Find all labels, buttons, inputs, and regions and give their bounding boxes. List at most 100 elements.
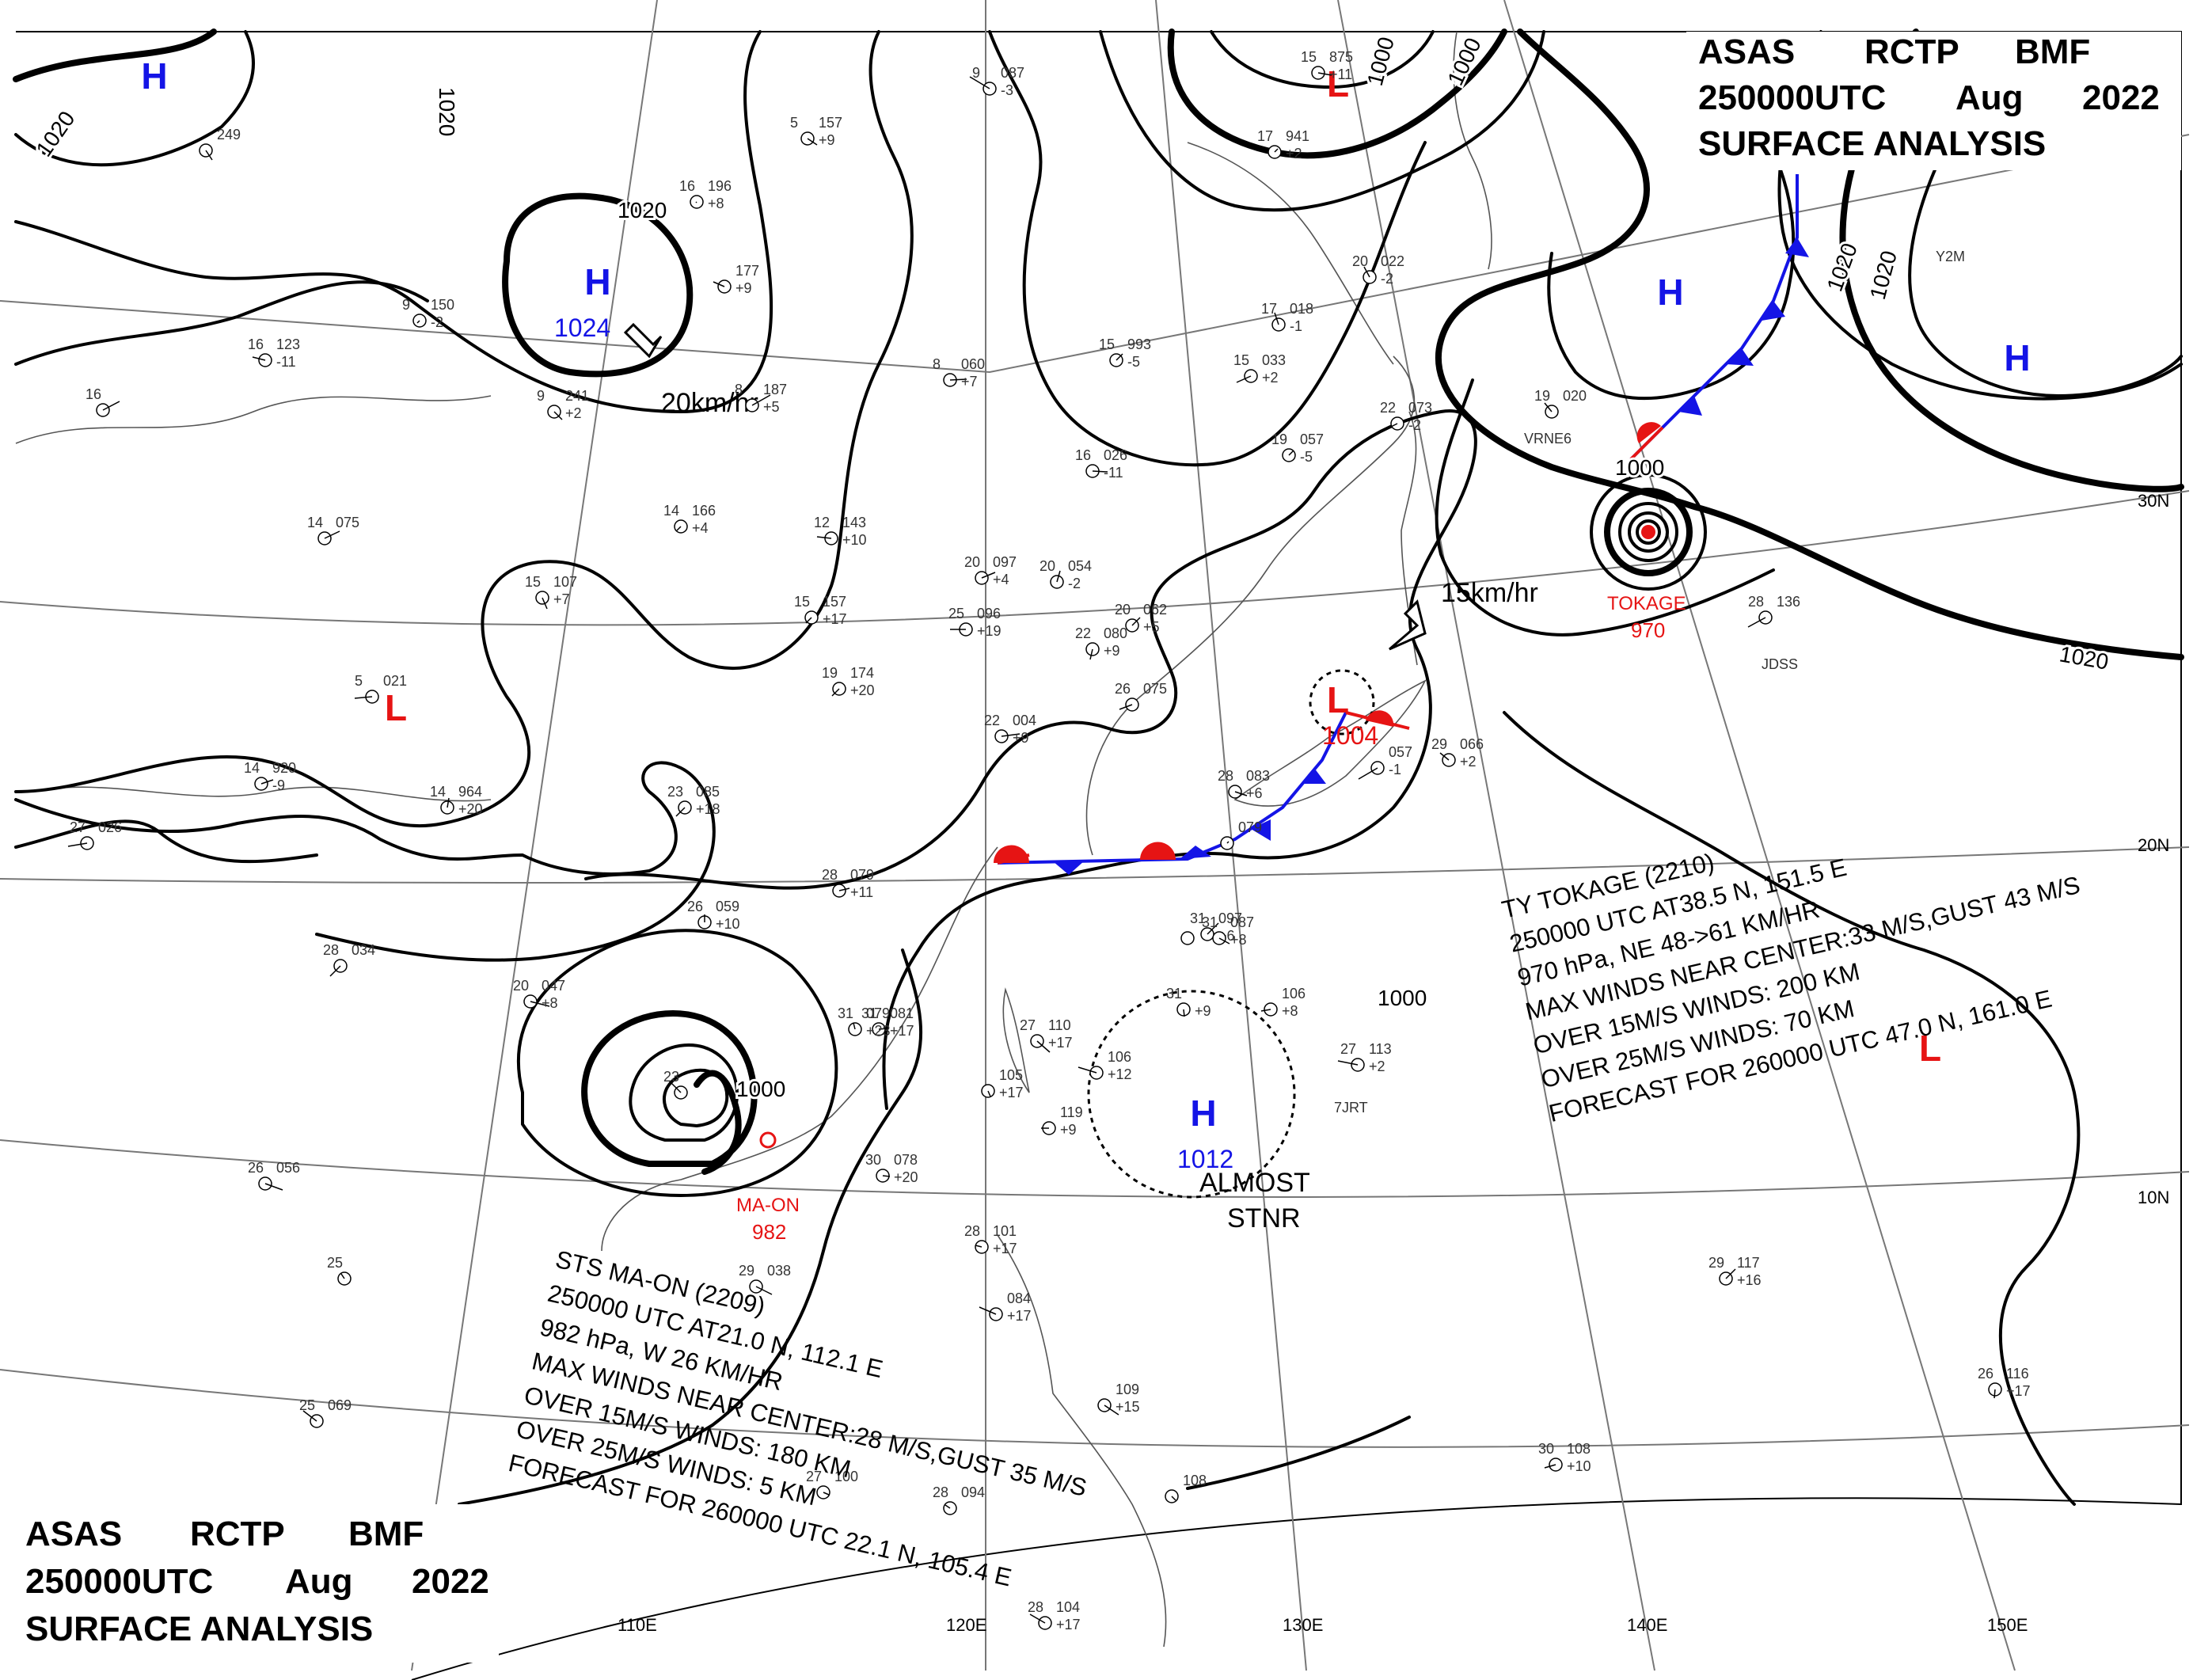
isobar-value-label: 1020 — [618, 198, 667, 222]
tokage-cf-triangle-3 — [1762, 301, 1785, 321]
station-plot: 28 079+11 — [822, 867, 874, 900]
station-temperature: 8 — [933, 356, 941, 372]
station-pressure: 021 — [383, 673, 407, 689]
station-plot: 9 150-2 — [402, 297, 454, 330]
isobar-1000-okhotsk-inner — [1167, 29, 1507, 159]
station-pressure: 108 — [1183, 1473, 1207, 1488]
station-plot: 28 083+6 — [1218, 768, 1270, 801]
station-plot: 28 101 +17 — [964, 1223, 1017, 1256]
station-pressure: 143 — [842, 515, 866, 530]
wind-barb-icon — [969, 76, 990, 89]
isobar-1020-east — [1435, 29, 2184, 660]
wind-barb-icon — [1317, 72, 1332, 76]
wind-barb-icon — [1544, 1464, 1556, 1469]
station-plot: 16 — [86, 386, 120, 417]
station-plot: 14 075 — [307, 515, 359, 545]
l-south-japan-value: 1004 — [1322, 721, 1378, 750]
station-pressure: 110 — [1048, 1017, 1071, 1033]
station-tendency: +9 — [1195, 1003, 1211, 1019]
wind-barb-icon — [447, 797, 450, 808]
wind-barb-icon — [1337, 1060, 1359, 1066]
wind-barb-icon — [329, 965, 341, 977]
wind-barb-icon — [1288, 450, 1294, 456]
station-temperature: 5 — [790, 115, 798, 131]
station-pressure: 022 — [1381, 253, 1404, 269]
header-bottom-year: 2022 — [412, 1562, 489, 1601]
header-top-time: 250000UTC — [1698, 78, 1886, 117]
wind-barb-icon — [260, 779, 274, 785]
station-temperature: 23 — [667, 784, 683, 800]
maon-pressure: 982 — [752, 1220, 786, 1244]
station-tendency: -11 — [276, 354, 296, 370]
station-pressure: 080 — [1104, 625, 1127, 641]
wind-barb-icon — [838, 888, 850, 891]
header-top-title: SURFACE ANALYSIS — [1698, 124, 2046, 163]
station-plot: 29 038 — [739, 1263, 791, 1295]
station-pressure: 087 — [1001, 65, 1024, 81]
station-pressure: 157 — [819, 115, 842, 131]
meridian-150e — [1503, 0, 2016, 1671]
station-callsign: Y2M — [1936, 249, 1965, 264]
l-okhotsk-symbol: L — [1327, 63, 1349, 105]
station-plot: 16 123 -11 — [248, 336, 300, 370]
wind-barb-icon — [1226, 841, 1230, 844]
station-temperature: 15 — [1301, 49, 1317, 65]
station-temperature: 20 — [513, 978, 529, 994]
station-plot: 119+9 — [1041, 1104, 1083, 1138]
l-south-japan-symbol: L — [1327, 679, 1349, 720]
wind-barb-icon — [668, 1080, 682, 1093]
station-temperature: 27 — [1340, 1041, 1356, 1057]
wind-barb-icon — [324, 530, 340, 539]
header-top: ASAS RCTP BMF 250000UTC Aug 2022 SURFACE… — [1686, 32, 2181, 170]
station-temperature: 22 — [1380, 400, 1396, 416]
wind-barb-icon — [1363, 266, 1370, 278]
station-pressure: 920 — [272, 760, 296, 776]
wind-barb-icon — [755, 1286, 773, 1295]
station-temperature: 16 — [86, 386, 101, 402]
station-pressure: 113 — [1369, 1041, 1392, 1057]
station-plot: 9 241+2 — [537, 388, 589, 421]
station-temperature: 29 — [739, 1263, 754, 1279]
cold-front-triangle-1 — [1053, 861, 1085, 875]
station-plot: 31 087 +8 — [1202, 914, 1254, 948]
station-pressure: 026 — [1104, 447, 1127, 463]
primorye-coast — [1187, 142, 1394, 365]
station-pressure: 054 — [1068, 558, 1092, 574]
h-philippine-sea-value: 1012 — [1177, 1145, 1233, 1173]
station-tendency: +17 — [1007, 1308, 1032, 1324]
station-pressure: 096 — [977, 606, 1001, 621]
station-temperature: 28 — [1218, 768, 1233, 784]
station-plot: 19 174+20 — [822, 665, 875, 698]
wind-barb-icon — [205, 150, 213, 161]
wind-barb-icon — [1029, 1613, 1046, 1624]
station-tendency: +4 — [993, 572, 1009, 587]
wind-barb-icon — [816, 536, 832, 539]
wind-barb-icon — [1089, 648, 1093, 660]
station-plot: 9 087-3 — [969, 65, 1024, 98]
station-plot: 17 018-1 — [1261, 301, 1313, 334]
station-tendency: +5 — [1143, 619, 1160, 635]
station-plot: 14 920-9 — [244, 760, 296, 793]
station-pressure: 018 — [1290, 301, 1313, 317]
longitude-label: 120E — [946, 1615, 986, 1635]
station-plot: 22 080 +9 — [1075, 625, 1127, 660]
china-south-coast — [601, 846, 998, 1252]
station-pressure: 034 — [352, 942, 375, 958]
header-top-year: 2022 — [2082, 78, 2160, 117]
wind-barb-icon — [530, 1001, 550, 1007]
latitude-label: 30N — [2138, 491, 2169, 511]
wind-barb-icon — [944, 1504, 951, 1509]
isobar-1020-mongolia-high — [502, 192, 694, 378]
wind-barb-icon — [987, 1090, 991, 1097]
isobar-maon-outer-tail — [458, 948, 923, 1506]
japan-south-coast — [1233, 679, 1427, 807]
station-tendency: +17 — [999, 1085, 1024, 1100]
station-tendency: +20 — [894, 1169, 918, 1185]
isobar-south-fragment — [1186, 1416, 1411, 1490]
station-tendency: +7 — [553, 591, 570, 607]
wind-barb-icon — [542, 597, 548, 610]
wind-barb-icon — [553, 411, 563, 420]
station-tendency: -3 — [1001, 82, 1013, 98]
station-temperature: 9 — [972, 65, 980, 81]
station-plot: 25 069 — [299, 1397, 352, 1428]
